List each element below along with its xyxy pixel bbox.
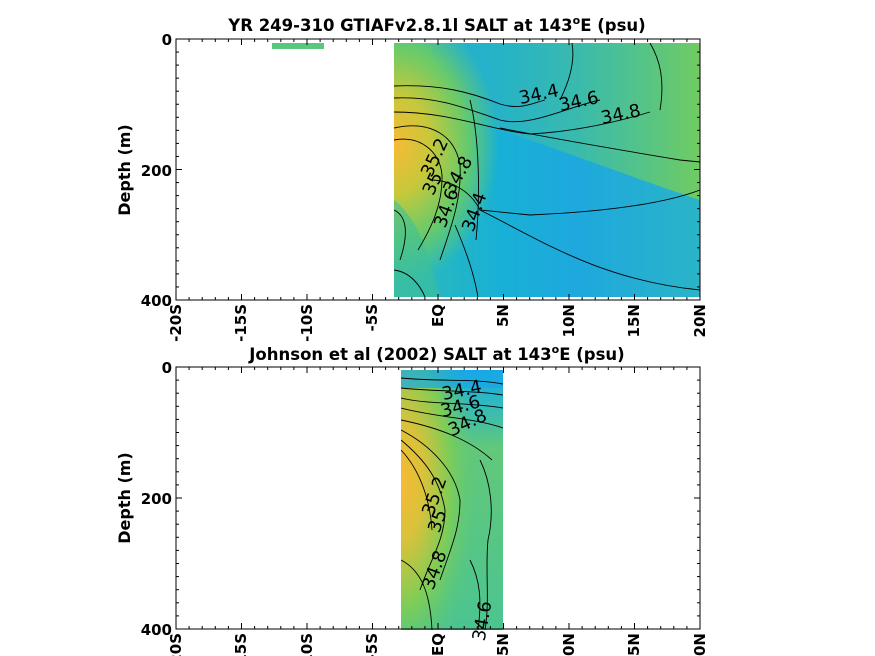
xtick-label: -20S: [167, 633, 185, 656]
panel-2-ylabel: Depth (m): [115, 452, 134, 544]
panel-2-xtick-labels: -20S -15S -10S -5S EQ 5N 10N 15N 20N: [167, 633, 709, 656]
xtick-label: 5N: [494, 304, 512, 327]
panel-1-xtick-labels: -20S -15S -10S -5S EQ 5N 10N 15N 20N: [167, 304, 709, 342]
model-contours: [394, 43, 700, 297]
xtick-label: -15S: [232, 304, 250, 342]
xtick-label: -15S: [232, 633, 250, 656]
model-salinity-field: [394, 43, 700, 297]
panel-2-ytick-label: 400: [141, 621, 172, 639]
panel-1-ylabel: Depth (m): [115, 124, 134, 216]
panel-1-title: YR 249-310 GTIAFv2.8.1l SALT at 143oE (p…: [227, 14, 645, 35]
observed-contours: [401, 377, 503, 630]
xtick-label: 15N: [625, 633, 643, 656]
panel-2-ytick-label: 0: [162, 359, 172, 377]
panel-1: YR 249-310 GTIAFv2.8.1l SALT at 143oE (p…: [115, 14, 709, 342]
panel-2-ticks: [175, 366, 701, 630]
xtick-label: 10N: [560, 633, 578, 656]
panel-2-ytick-label: 200: [141, 490, 172, 508]
xtick-label: 10N: [560, 304, 578, 337]
xtick-label: -10S: [298, 304, 316, 342]
xtick-label: 15N: [625, 304, 643, 337]
xtick-label: 20N: [691, 304, 709, 337]
panel-1-ytick-label: 200: [141, 162, 172, 180]
xtick-label: -20S: [167, 304, 185, 342]
panel-2-title: Johnson et al (2002) SALT at 143oE (psu): [248, 343, 624, 364]
xtick-label: EQ: [429, 633, 447, 656]
panel-1-ytick-label: 0: [162, 31, 172, 49]
xtick-label: EQ: [429, 304, 447, 327]
xtick-label: 20N: [691, 633, 709, 656]
model-fragment-patch: [272, 43, 324, 49]
xtick-label: -5S: [363, 304, 381, 331]
xtick-label: 5N: [494, 633, 512, 656]
panel-1-ticks: [175, 38, 701, 301]
panel-1-ytick-label: 400: [141, 292, 172, 310]
observed-salinity-field: [401, 370, 503, 630]
xtick-label: -5S: [363, 633, 381, 656]
xtick-label: -10S: [298, 633, 316, 656]
panel-2: Johnson et al (2002) SALT at 143oE (psu)…: [115, 343, 709, 656]
